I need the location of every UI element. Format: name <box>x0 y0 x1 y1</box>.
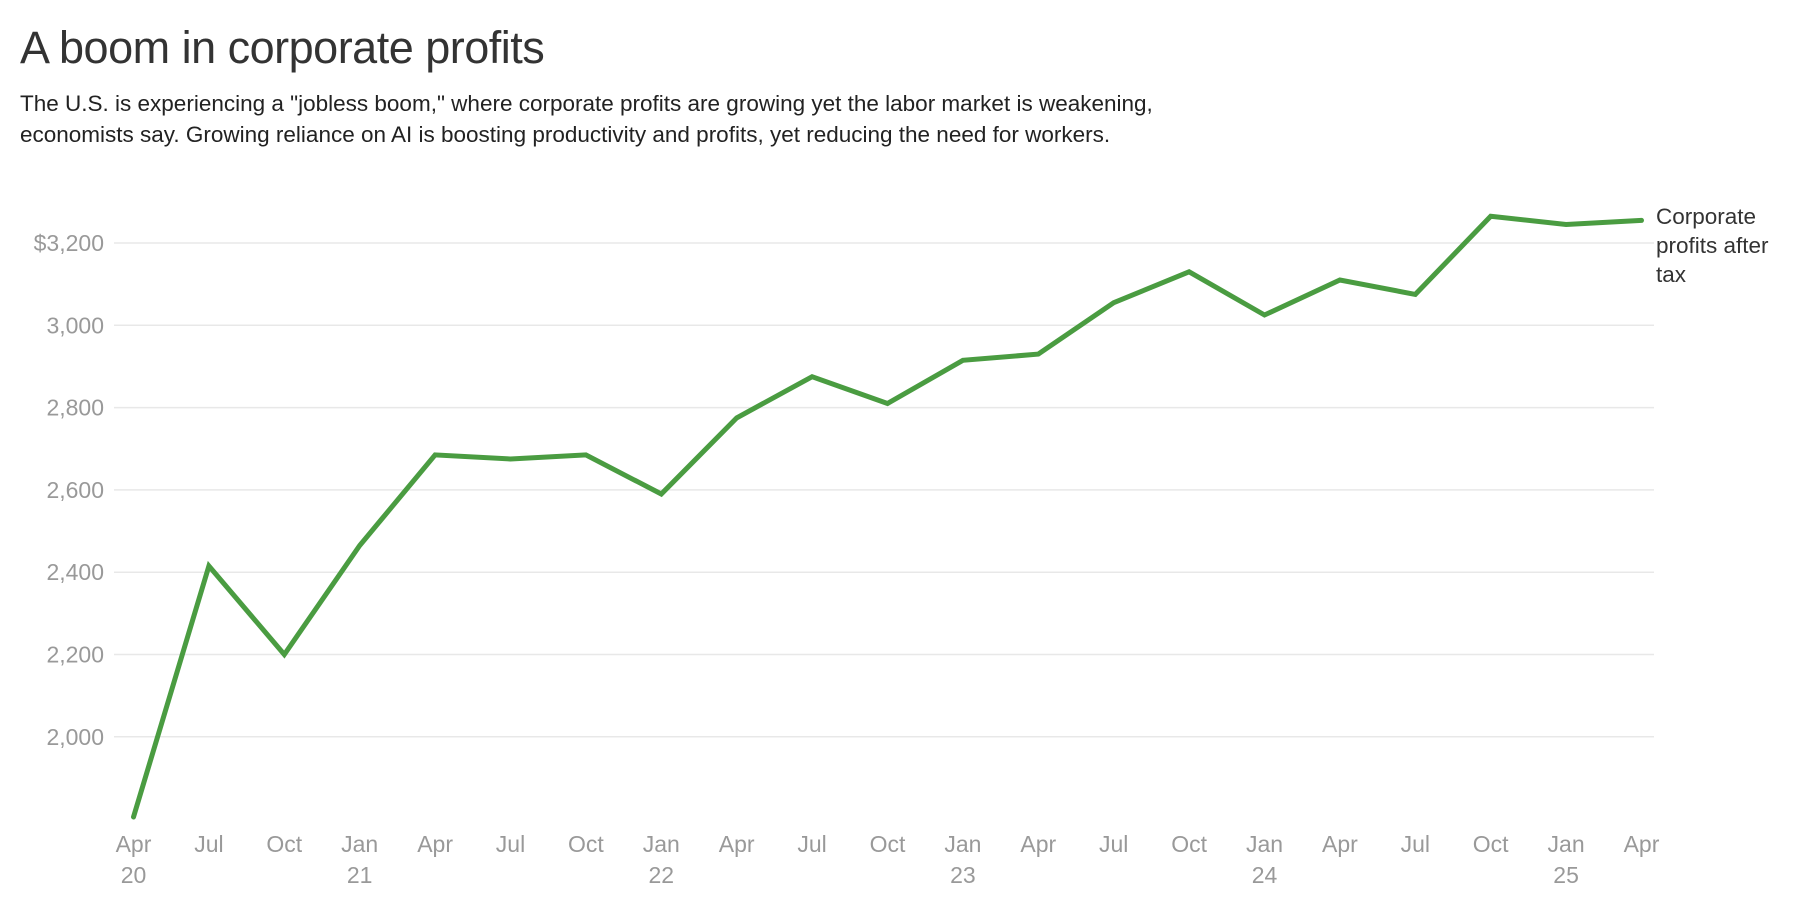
x-axis-year-label: 20 <box>121 862 147 888</box>
x-axis-tick-label: Oct <box>568 831 604 857</box>
x-axis-tick-label: Jul <box>496 831 525 857</box>
y-axis-tick-label: 3,000 <box>46 312 104 338</box>
x-axis-year-label: 24 <box>1252 862 1278 888</box>
series-line-corporate-profits <box>131 213 1644 820</box>
x-axis-year-label: 23 <box>950 862 976 888</box>
y-axis-tick-label: 2,600 <box>46 477 104 503</box>
chart-subtitle-line-1: The U.S. is experiencing a "jobless boom… <box>20 90 1153 116</box>
y-axis-tick-label: 2,400 <box>46 559 104 585</box>
y-axis-tick-label: $3,200 <box>34 230 104 256</box>
x-axis-year-label: 25 <box>1553 862 1579 888</box>
series-legend-label: Corporate profits after tax <box>1656 204 1769 287</box>
x-axis-tick-label: Oct <box>1171 831 1207 857</box>
x-axis-tick-label: Jul <box>194 831 223 857</box>
x-axis-tick-label: Jan <box>1548 831 1585 857</box>
x-axis-tick-label: Jan <box>1246 831 1283 857</box>
y-axis-tick-label: 2,800 <box>46 395 104 421</box>
x-axis-tick-label: Apr <box>1020 831 1056 857</box>
y-axis-tick-label: 2,200 <box>46 642 104 668</box>
chart-header: A boom in corporate profits The U.S. is … <box>20 22 1153 150</box>
chart-subtitle-line-2: economists say. Growing reliance on AI i… <box>20 121 1111 147</box>
chart-title: A boom in corporate profits <box>20 22 545 73</box>
y-axis-tick-label: 2,000 <box>46 724 104 750</box>
x-axis-tick-label: Jan <box>944 831 981 857</box>
x-axis-tick-label: Apr <box>417 831 453 857</box>
chart-subtitle: The U.S. is experiencing a "jobless boom… <box>20 88 1153 150</box>
x-axis-year-label: 22 <box>649 862 675 888</box>
x-axis-tick-label: Apr <box>116 831 152 857</box>
x-axis-tick-label: Apr <box>1322 831 1358 857</box>
x-axis-tick-label: Jul <box>797 831 826 857</box>
x-axis-tick-label: Oct <box>266 831 302 857</box>
x-axis-tick-label: Jul <box>1401 831 1430 857</box>
x-axis-tick-label: Apr <box>1624 831 1660 857</box>
x-axis-tick-label: Jul <box>1099 831 1128 857</box>
x-axis-year-label: 21 <box>347 862 373 888</box>
x-axis-tick-label: Apr <box>719 831 755 857</box>
x-axis-tick-label: Jan <box>643 831 680 857</box>
x-axis-tick-label: Jan <box>341 831 378 857</box>
x-axis-tick-label: Oct <box>870 831 906 857</box>
x-axis-tick-label: Oct <box>1473 831 1509 857</box>
